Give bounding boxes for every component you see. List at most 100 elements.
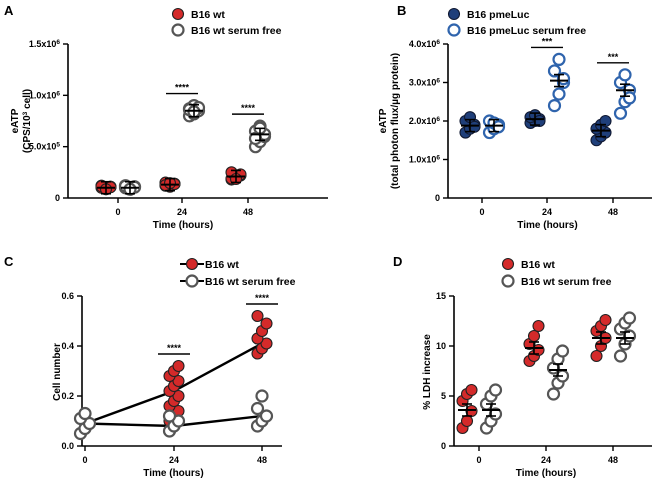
legend-marker — [447, 7, 461, 21]
data-point — [162, 409, 177, 423]
legend-label: B16 wt serum free — [191, 25, 282, 37]
data-point — [547, 98, 562, 113]
y-tick-label-part: 6 — [436, 116, 440, 123]
x-tick-label: 24 — [169, 455, 179, 465]
legend-label: B16 wt — [191, 9, 225, 21]
legend-marker — [501, 274, 515, 288]
y-tick-label-part: 1.5x10 — [29, 39, 57, 49]
legend-label: B16 wt — [205, 259, 239, 271]
y-tick-label-part: 6 — [56, 39, 60, 46]
data-point — [255, 389, 269, 403]
panel-d: D 0 5 10 15 0 24 48 Time (hours) % LDH increase B1… — [393, 254, 652, 479]
x-axis-title: Time (hours) — [516, 468, 576, 479]
y-tick-label-part: 0.6 — [61, 291, 74, 301]
data-point — [251, 309, 264, 323]
legend-label: B16 wt serum free — [521, 276, 612, 288]
y-axis-subtitle-part: 3 — [22, 111, 29, 115]
y-tick-label: 0 — [441, 441, 446, 451]
data-point — [622, 311, 637, 325]
legend-marker — [171, 7, 185, 21]
y-tick-label: 0 — [435, 193, 440, 203]
data-point — [622, 91, 637, 105]
y-tick-label: 0.0 — [61, 441, 74, 451]
data-point — [552, 87, 566, 101]
x-tick-label: 24 — [177, 207, 187, 217]
y-tick-label-part: 5.0x10 — [29, 142, 57, 152]
y-tick-label: 0.2 — [61, 391, 74, 401]
significance-label: **** — [241, 103, 256, 113]
data-point — [555, 344, 570, 358]
y-axis-title: % LDH increase — [422, 334, 433, 410]
legend-marker — [185, 274, 199, 288]
y-axis-title: eATP — [378, 108, 389, 133]
data-point — [599, 114, 612, 128]
y-tick-label-part: 1.0x10 — [409, 155, 437, 165]
y-tick-label: 3.0x106 — [409, 77, 441, 88]
legend-marker — [501, 257, 515, 271]
y-tick-label-part: 2.0x10 — [409, 116, 437, 126]
significance-label: **** — [175, 83, 190, 93]
legend-label: B16 pmeLuc — [467, 9, 530, 21]
significance-label: *** — [608, 52, 619, 62]
y-tick-label-part: 15 — [436, 291, 446, 301]
x-tick-label: 0 — [476, 455, 481, 465]
legend-label: B16 wt serum free — [205, 276, 296, 288]
x-axis-title: Time (hours) — [143, 468, 203, 479]
data-point — [260, 337, 273, 350]
y-tick-label: 10 — [436, 341, 446, 351]
data-point — [465, 383, 478, 397]
data-point — [613, 106, 628, 120]
legend-marker — [171, 23, 185, 37]
panel-letter: A — [4, 3, 14, 18]
panel-c: C 0.0 0.2 0.4 0.6 0 24 48 Time (hours) Cell numbe… — [4, 254, 296, 479]
y-tick-label: 1.0x106 — [409, 154, 441, 165]
y-tick-label-part: 5 — [441, 391, 446, 401]
data-point — [260, 317, 273, 330]
y-axis-subtitle-part: (CPS/10 — [22, 115, 33, 153]
y-tick-label-part: 5 — [56, 141, 60, 148]
y-tick-label-part: 6 — [56, 90, 60, 97]
panel-letter: B — [397, 3, 406, 18]
y-tick-label-part: 0 — [441, 441, 446, 451]
y-axis-subtitle: (CPS/103 cell) — [22, 89, 34, 153]
x-tick-label: 24 — [542, 207, 552, 217]
y-axis-title: Cell number — [52, 343, 63, 401]
data-point — [599, 313, 612, 327]
x-tick-label: 48 — [608, 455, 618, 465]
y-tick-label-part: 3.0x10 — [409, 78, 437, 88]
y-tick-label: 4.0x106 — [409, 39, 441, 50]
panel-letter: D — [393, 254, 402, 269]
data-point — [527, 329, 541, 343]
y-tick-label: 15 — [436, 291, 446, 301]
y-tick-label-part: 0.4 — [61, 341, 74, 351]
x-axis-title: Time (hours) — [153, 220, 213, 231]
data-point — [78, 406, 92, 421]
data-point — [590, 349, 603, 363]
x-tick-label: 0 — [82, 455, 87, 465]
significance-label: **** — [255, 293, 270, 303]
y-tick-label-part: 0 — [55, 193, 60, 203]
significance-label: **** — [167, 343, 182, 353]
y-tick-label: 1.0x106 — [29, 90, 61, 101]
y-tick-label-part: 0.0 — [61, 441, 74, 451]
legend-label: B16 wt — [521, 259, 555, 271]
y-tick-label: 5 — [441, 391, 446, 401]
y-axis-subtitle: (total photon flux/µg protein) — [390, 53, 401, 189]
y-tick-label-part: 0.2 — [61, 391, 74, 401]
data-point — [547, 64, 562, 78]
x-tick-label: 0 — [115, 207, 120, 217]
y-tick-label: 0.4 — [61, 341, 74, 351]
x-axis-title: Time (hours) — [517, 220, 577, 231]
legend-label: B16 pmeLuc serum free — [467, 25, 586, 37]
x-tick-label: 48 — [608, 207, 618, 217]
y-tick-label-part: 0 — [435, 193, 440, 203]
y-tick-label: 0.6 — [61, 291, 74, 301]
legend-marker — [185, 257, 199, 271]
y-tick-label-part: 6 — [436, 39, 440, 46]
significance-label: *** — [542, 36, 553, 46]
y-tick-label: 0 — [55, 193, 60, 203]
y-tick-label-part: 4.0x10 — [409, 39, 437, 49]
